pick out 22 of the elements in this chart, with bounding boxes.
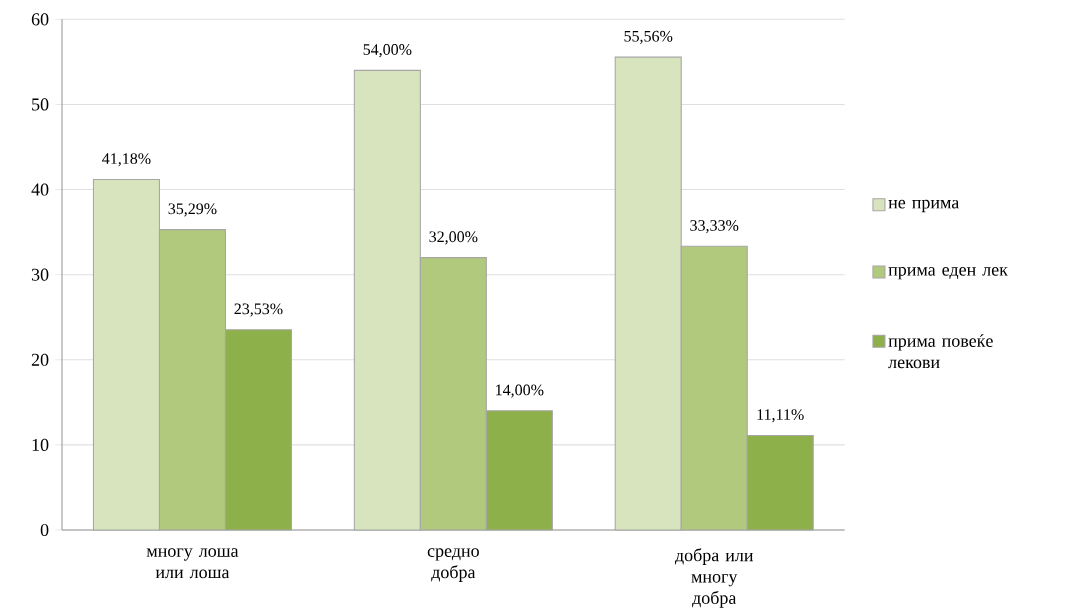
x-tick-label: многу лоша или лоша	[146, 548, 239, 579]
data-label: 32,00%	[429, 231, 478, 245]
legend-label: прима повеќе лекови	[888, 334, 993, 369]
data-label: 41,18%	[102, 153, 151, 167]
y-tick-label: 0	[40, 524, 49, 537]
y-tick-label: 40	[31, 183, 49, 196]
data-label: 11,11%	[757, 409, 804, 423]
x-tick-label: средно добра	[427, 548, 479, 583]
y-tick-label: 50	[32, 98, 49, 111]
y-tick-label: 60	[31, 13, 49, 26]
y-tick-label: 20	[31, 353, 49, 367]
data-label: 35,29%	[168, 203, 217, 217]
data-label: 54,00%	[363, 44, 412, 58]
data-label: 55,56%	[624, 31, 673, 45]
data-label: 23,53%	[234, 303, 283, 317]
x-tick-label: добра или многу добра	[674, 548, 754, 608]
y-tick-label: 10	[32, 438, 49, 452]
data-label: 14,00%	[496, 384, 544, 398]
y-tick-label: 30	[31, 268, 49, 281]
data-label: 33,33%	[690, 220, 739, 234]
legend-label: прима еден лек	[888, 267, 1008, 280]
legend-label: не прима	[888, 200, 960, 213]
